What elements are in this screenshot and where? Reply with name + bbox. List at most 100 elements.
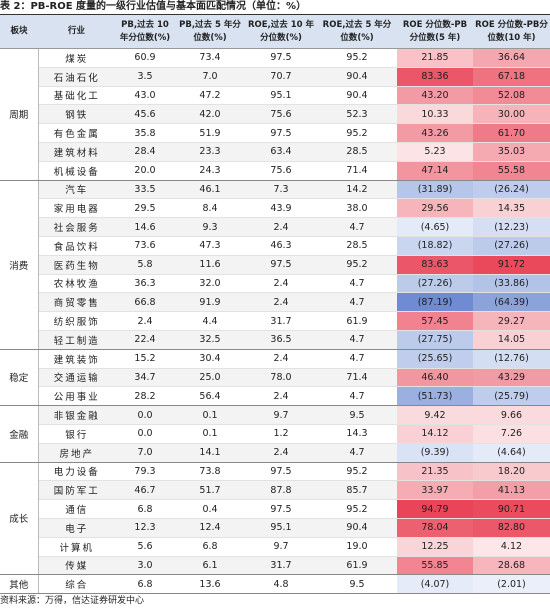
table-row: 石油石化 3.5 7.0 70.7 90.4 83.36 67.18	[0, 67, 550, 87]
heat-cell: 14.35	[473, 198, 550, 219]
sector-cell: 金融	[0, 405, 39, 463]
value-cell: 56.4	[175, 386, 245, 407]
industry-cell: 轻工制造	[38, 330, 115, 350]
heat-cell: (64.39)	[473, 292, 550, 313]
value-cell: 95.2	[317, 499, 397, 519]
table-row: 周期 煤炭 60.9 73.4 97.5 95.2 21.85 36.64	[0, 48, 550, 181]
value-cell: 97.5	[245, 255, 317, 275]
value-cell: 46.3	[245, 236, 317, 256]
heat-cell: 7.26	[473, 424, 550, 444]
heat-cell: (4.07)	[397, 574, 473, 595]
value-cell: 31.7	[245, 311, 317, 331]
heat-cell: 12.25	[397, 537, 473, 557]
heat-cell: (18.82)	[397, 236, 473, 256]
value-cell: 11.6	[175, 255, 245, 275]
value-cell: 46.1	[175, 180, 245, 200]
heat-cell: 29.56	[397, 198, 473, 219]
value-cell: 2.4	[115, 311, 175, 331]
industry-cell: 基础化工	[38, 86, 115, 106]
value-cell: 85.7	[317, 480, 397, 501]
value-cell: 97.5	[245, 499, 317, 519]
value-cell: 32.0	[175, 274, 245, 294]
value-cell: 14.1	[175, 443, 245, 463]
industry-cell: 电子	[38, 518, 115, 538]
header-cell: ROE 分位数-PB分位数(10 年)	[473, 14, 550, 49]
sector-cell: 稳定	[0, 349, 39, 407]
value-cell: 61.9	[317, 311, 397, 331]
value-cell: 9.7	[245, 537, 317, 557]
value-cell: 38.0	[317, 198, 397, 219]
source-note: 资料来源：万得，信达证券研发中心	[0, 596, 145, 607]
heat-cell: (12.76)	[473, 349, 550, 369]
value-cell: 3.0	[115, 556, 175, 576]
heat-cell: (51.73)	[397, 386, 473, 407]
sector-cell: 周期	[0, 48, 39, 181]
value-cell: 9.5	[317, 574, 397, 595]
header-cell: ROE,过去 5 年分位数(%)	[317, 14, 397, 49]
sector-cell: 成长	[0, 462, 39, 576]
heat-cell: 30.00	[473, 104, 550, 125]
table-row: 交通运输 34.7 25.0 78.0 71.4 46.40 43.29	[0, 368, 550, 388]
value-cell: 9.3	[175, 217, 245, 237]
value-cell: 63.4	[245, 142, 317, 162]
industry-cell: 医药生物	[38, 255, 115, 275]
industry-cell: 汽车	[38, 180, 115, 200]
heat-cell: (12.23)	[473, 217, 550, 237]
heat-cell: 57.45	[397, 311, 473, 331]
heat-cell: 83.63	[397, 255, 473, 275]
industry-cell: 食品饮料	[38, 236, 115, 256]
value-cell: 4.7	[317, 292, 397, 313]
heat-cell: 83.36	[397, 67, 473, 87]
industry-cell: 家用电器	[38, 198, 115, 219]
value-cell: 0.0	[115, 424, 175, 444]
table-row: 房地产 7.0 14.1 2.4 4.7 (9.39) (4.64)	[0, 443, 550, 463]
value-cell: 95.2	[317, 462, 397, 482]
value-cell: 71.4	[317, 368, 397, 388]
value-cell: 95.1	[245, 86, 317, 106]
heat-cell: (25.65)	[397, 349, 473, 369]
heat-cell: (27.75)	[397, 330, 473, 350]
value-cell: 14.2	[317, 180, 397, 200]
value-cell: 47.3	[175, 236, 245, 256]
value-cell: 91.9	[175, 292, 245, 313]
value-cell: 36.3	[115, 274, 175, 294]
heat-cell: 82.80	[473, 518, 550, 538]
heat-cell: (4.64)	[473, 443, 550, 463]
industry-cell: 建筑材料	[38, 142, 115, 162]
value-cell: 73.8	[175, 462, 245, 482]
value-cell: 4.4	[175, 311, 245, 331]
value-cell: 46.7	[115, 480, 175, 501]
value-cell: 7.0	[115, 443, 175, 463]
industry-cell: 农林牧渔	[38, 274, 115, 294]
value-cell: 29.5	[115, 198, 175, 219]
value-cell: 3.5	[115, 67, 175, 87]
heat-cell: 28.68	[473, 556, 550, 576]
value-cell: 43.0	[115, 86, 175, 106]
value-cell: 61.9	[317, 556, 397, 576]
value-cell: 14.3	[317, 424, 397, 444]
value-cell: 4.7	[317, 386, 397, 407]
industry-cell: 银行	[38, 424, 115, 444]
value-cell: 79.3	[115, 462, 175, 482]
heat-cell: 35.03	[473, 142, 550, 162]
table-row: 农林牧渔 36.3 32.0 2.4 4.7 (27.26) (33.86)	[0, 274, 550, 294]
industry-cell: 建筑装饰	[38, 349, 115, 369]
heat-cell: 14.12	[397, 424, 473, 444]
heat-cell: (25.79)	[473, 386, 550, 407]
value-cell: 6.8	[115, 574, 175, 595]
table-row: 国防军工 46.7 51.7 87.8 85.7 33.97 41.13	[0, 480, 550, 501]
header-row: 板块 行业 PB,过去 10 年分位数(%) PB,过去 5 年分位数(%) ROE,过…	[0, 14, 550, 49]
value-cell: 90.4	[317, 86, 397, 106]
heat-cell: (9.39)	[397, 443, 473, 463]
heat-cell: 55.85	[397, 556, 473, 576]
value-cell: 15.2	[115, 349, 175, 369]
value-cell: 95.2	[317, 255, 397, 275]
value-cell: 12.4	[175, 518, 245, 538]
value-cell: 12.3	[115, 518, 175, 538]
heat-cell: 21.35	[397, 462, 473, 482]
heat-cell: 90.71	[473, 499, 550, 519]
header-cell: 行业	[38, 14, 115, 49]
value-cell: 5.6	[115, 537, 175, 557]
value-cell: 43.9	[245, 198, 317, 219]
heat-cell: 9.42	[397, 405, 473, 425]
